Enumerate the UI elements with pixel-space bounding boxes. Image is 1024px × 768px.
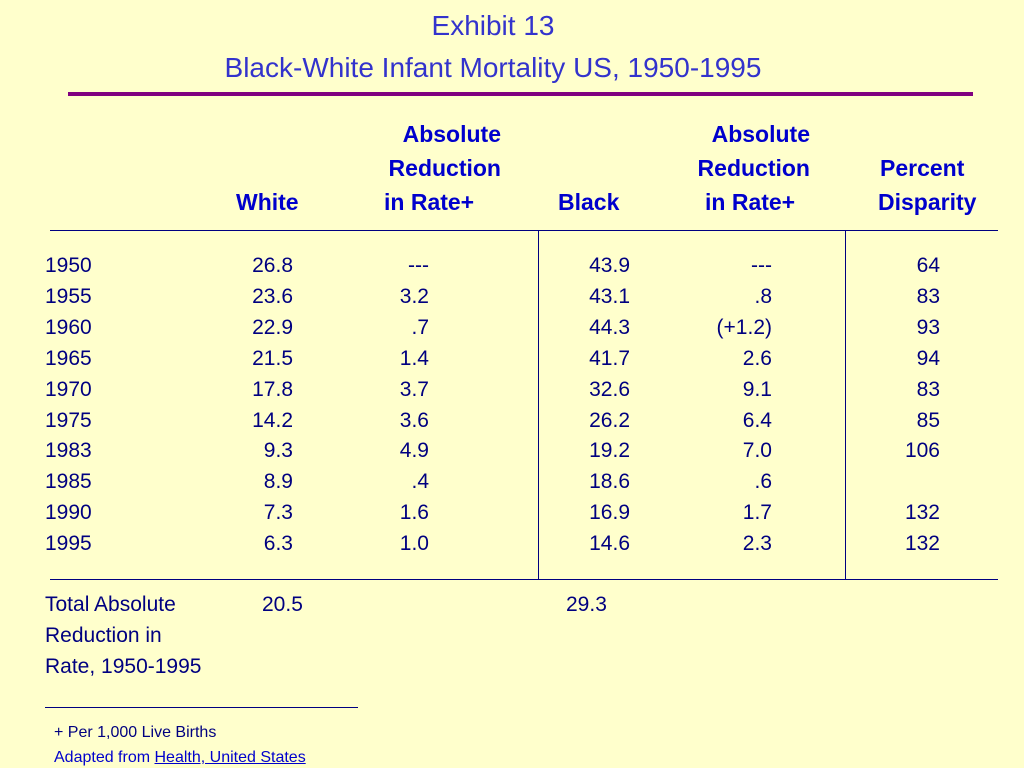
cell-abs-white: 3.2	[399, 284, 429, 308]
cell-disparity: 106	[904, 439, 940, 463]
cell-abs-white: 3.7	[399, 377, 429, 401]
total-label-2: Reduction in	[45, 624, 162, 647]
total-label-1: Total Absolute	[45, 593, 176, 616]
cell-white: 7.3	[263, 501, 293, 525]
cell-white: 22.9	[252, 315, 293, 339]
cell-disparity: 132	[904, 501, 940, 525]
cell-disparity: 85	[916, 408, 940, 432]
cell-white: 8.9	[263, 470, 293, 494]
cell-year: 1990	[45, 501, 92, 525]
cell-abs-white: 1.4	[399, 346, 429, 370]
cell-black: 32.6	[589, 377, 630, 401]
cell-white: 14.2	[252, 408, 293, 432]
cell-abs-white: ---	[408, 254, 429, 277]
cell-abs-white: .7	[411, 315, 429, 339]
cell-abs-black: 2.6	[742, 346, 772, 370]
cell-disparity: 83	[916, 377, 940, 401]
cell-black: 18.6	[589, 470, 630, 494]
cell-disparity: 132	[904, 532, 940, 556]
cell-abs-black: 7.0	[742, 439, 772, 463]
column-divider-disparity	[845, 230, 846, 579]
total-label-3: Rate, 1950-1995	[45, 655, 202, 678]
cell-abs-white: 4.9	[399, 439, 429, 463]
title-divider	[68, 92, 973, 96]
cell-black: 44.3	[589, 315, 630, 339]
header-abs-white-2: Reduction	[388, 155, 501, 181]
cell-white: 9.3	[263, 439, 293, 463]
cell-year: 1960	[45, 315, 92, 339]
cell-abs-black: .6	[754, 470, 772, 494]
cell-white: 6.3	[263, 532, 293, 556]
cell-disparity: 93	[916, 315, 940, 339]
cell-disparity: 83	[916, 284, 940, 308]
cell-year: 1983	[45, 439, 92, 463]
cell-black: 19.2	[589, 439, 630, 463]
header-white: White	[236, 189, 299, 215]
header-abs-black-1: Absolute	[711, 121, 810, 147]
footnote-rule	[45, 707, 358, 708]
cell-black: 14.6	[589, 532, 630, 556]
header-black: Black	[558, 189, 620, 215]
column-divider-black	[538, 230, 539, 579]
header-percent-2: Disparity	[878, 189, 977, 215]
cell-abs-black: 9.1	[742, 377, 772, 401]
cell-black: 43.9	[589, 254, 630, 277]
exhibit-number: Exhibit 13	[431, 10, 555, 41]
cell-disparity: 64	[916, 254, 940, 277]
cell-black: 41.7	[589, 346, 630, 370]
cell-abs-white: 1.6	[399, 501, 429, 525]
cell-abs-black: ---	[751, 254, 772, 277]
header-abs-white-3: in Rate+	[384, 189, 475, 215]
footnote-units: + Per 1,000 Live Births	[54, 724, 217, 741]
source-prefix: Adapted from	[54, 749, 155, 766]
cell-abs-black: .8	[754, 284, 772, 308]
cell-black: 16.9	[589, 501, 630, 525]
header-percent-1: Percent	[880, 155, 965, 181]
cell-white: 17.8	[252, 377, 293, 401]
cell-year: 1955	[45, 284, 92, 308]
header-abs-black-3: in Rate+	[705, 189, 796, 215]
source-link[interactable]: Health, United States	[154, 749, 306, 766]
cell-year: 1985	[45, 470, 92, 494]
total-black: 29.3	[566, 593, 607, 616]
cell-abs-white: 1.0	[399, 532, 429, 556]
cell-white: 23.6	[252, 284, 293, 308]
header-abs-white-1: Absolute	[402, 121, 501, 147]
cell-year: 1950	[45, 254, 92, 277]
cell-abs-black: 6.4	[742, 408, 772, 432]
cell-abs-black: 1.7	[742, 501, 772, 525]
header-abs-black-2: Reduction	[697, 155, 810, 181]
cell-black: 43.1	[589, 284, 630, 308]
cell-black: 26.2	[589, 408, 630, 432]
cell-year: 1965	[45, 346, 92, 370]
footnote-source: Adapted from Health, United States	[54, 749, 306, 767]
cell-abs-black: (+1.2)	[716, 315, 772, 339]
cell-abs-white: .4	[411, 470, 429, 494]
cell-abs-black: 2.3	[742, 532, 772, 556]
cell-white: 21.5	[252, 346, 293, 370]
exhibit-title: Black-White Infant Mortality US, 1950-19…	[224, 52, 762, 83]
body-rule	[50, 579, 998, 580]
total-white: 20.5	[262, 593, 303, 616]
cell-white: 26.8	[252, 254, 293, 277]
header-rule	[50, 230, 998, 231]
cell-year: 1970	[45, 377, 92, 401]
cell-year: 1995	[45, 532, 92, 556]
cell-abs-white: 3.6	[399, 408, 429, 432]
cell-disparity: 94	[916, 346, 940, 370]
cell-year: 1975	[45, 408, 92, 432]
